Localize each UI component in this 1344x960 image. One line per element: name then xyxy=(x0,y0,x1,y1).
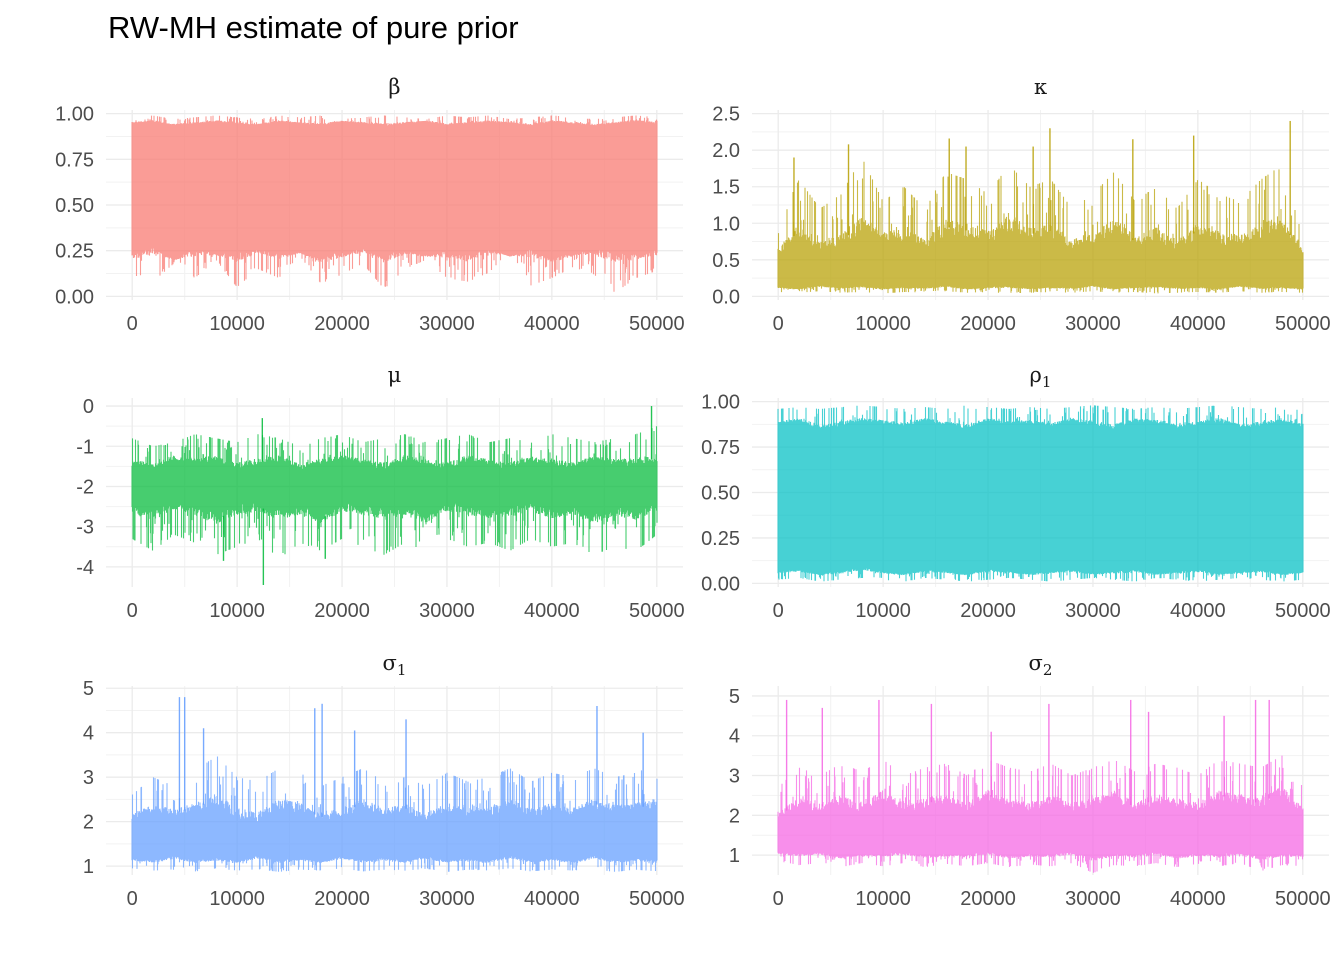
y-tick-label: -1 xyxy=(76,436,94,458)
x-tick-label: 0 xyxy=(773,888,784,910)
y-tick-label: 0.00 xyxy=(701,573,740,595)
x-tick-label: 50000 xyxy=(629,313,685,335)
x-tick-label: 40000 xyxy=(524,313,580,335)
x-tick-label: 20000 xyxy=(960,600,1016,622)
y-tick-label: 3 xyxy=(83,767,94,789)
y-tick-label: 0.50 xyxy=(55,195,94,217)
y-tick-label: 0.75 xyxy=(701,437,740,459)
y-tick-label: 1.0 xyxy=(712,213,740,235)
facet-strip-label: σ1 xyxy=(383,651,407,679)
x-tick-label: 20000 xyxy=(314,313,370,335)
facet-panel: κ 0 10000 20000 30000 40000 50000 0.0 0.5 1.0 1.5 2… xyxy=(712,75,1330,335)
y-tick-label: 2 xyxy=(729,805,740,827)
x-tick-label: 50000 xyxy=(1275,888,1331,910)
y-tick-label: 0.50 xyxy=(701,483,740,505)
y-tick-label: 0.00 xyxy=(55,286,94,308)
y-tick-label: -4 xyxy=(76,557,94,579)
facet-strip-label: μ xyxy=(388,363,402,387)
x-tick-label: 40000 xyxy=(1170,888,1226,910)
x-tick-label: 20000 xyxy=(314,600,370,622)
x-tick-label: 30000 xyxy=(1065,600,1121,622)
x-tick-label: 40000 xyxy=(524,600,580,622)
y-tick-label: 4 xyxy=(83,723,94,745)
x-tick-label: 30000 xyxy=(419,600,475,622)
x-tick-label: 40000 xyxy=(1170,313,1226,335)
x-tick-label: 20000 xyxy=(960,888,1016,910)
x-tick-label: 10000 xyxy=(855,888,911,910)
y-tick-label: 2.0 xyxy=(712,140,740,162)
x-tick-label: 0 xyxy=(773,600,784,622)
facet-panel: σ1 0 10000 20000 30000 40000 50000 1 2 3 4 5 xyxy=(83,651,685,910)
trace-line xyxy=(131,756,658,872)
plot-title: RW-MH estimate of pure prior xyxy=(108,10,519,45)
y-tick-label: 1 xyxy=(729,845,740,867)
facet-strip-label: κ xyxy=(1034,75,1047,99)
facet-strip-subscript: 1 xyxy=(1042,373,1052,391)
x-tick-label: 10000 xyxy=(209,313,265,335)
facet-panel: μ 0 10000 20000 30000 40000 50000 -4 -3 -2 -1 0 xyxy=(76,363,684,622)
x-tick-label: 30000 xyxy=(419,888,475,910)
x-tick-label: 0 xyxy=(127,600,138,622)
x-tick-label: 40000 xyxy=(1170,600,1226,622)
y-tick-label: 0.0 xyxy=(712,286,740,308)
facet-panel: σ2 0 10000 20000 30000 40000 50000 1 2 3 4 5 xyxy=(729,651,1331,910)
x-tick-label: 50000 xyxy=(1275,600,1331,622)
trace-line xyxy=(777,161,1304,294)
facet-panel: β 0 10000 20000 30000 40000 50000 0.00 0.25 0.50 0… xyxy=(55,75,685,335)
y-tick-label: 1.00 xyxy=(701,392,740,414)
y-tick-label: -3 xyxy=(76,517,94,539)
y-tick-label: 0.5 xyxy=(712,250,740,272)
x-tick-label: 40000 xyxy=(524,888,580,910)
x-tick-label: 0 xyxy=(127,313,138,335)
trace-line xyxy=(777,755,1304,873)
x-tick-label: 0 xyxy=(773,313,784,335)
x-tick-label: 10000 xyxy=(209,888,265,910)
y-tick-label: 1.00 xyxy=(55,104,94,126)
trace-line xyxy=(131,426,658,555)
y-tick-label: 1.5 xyxy=(712,177,740,199)
y-tick-label: 3 xyxy=(729,766,740,788)
x-tick-label: 30000 xyxy=(419,313,475,335)
x-tick-label: 10000 xyxy=(855,600,911,622)
x-tick-label: 10000 xyxy=(855,313,911,335)
y-tick-label: 0.25 xyxy=(701,528,740,550)
facet-strip-label: ρ1 xyxy=(1030,363,1052,391)
y-tick-label: -2 xyxy=(76,476,94,498)
x-tick-label: 50000 xyxy=(629,600,685,622)
x-tick-label: 50000 xyxy=(629,888,685,910)
trace-line xyxy=(777,405,1304,582)
facet-strip-subscript: 2 xyxy=(1043,661,1053,679)
trace-line xyxy=(131,115,658,292)
x-tick-label: 30000 xyxy=(1065,888,1121,910)
y-tick-label: 5 xyxy=(83,678,94,700)
y-tick-label: 0.75 xyxy=(55,149,94,171)
y-tick-label: 1 xyxy=(83,856,94,878)
facet-strip-label: β xyxy=(388,75,400,99)
x-tick-label: 50000 xyxy=(1275,313,1331,335)
x-tick-label: 10000 xyxy=(209,600,265,622)
y-tick-label: 2 xyxy=(83,812,94,834)
y-tick-label: 4 xyxy=(729,726,740,748)
x-tick-label: 0 xyxy=(127,888,138,910)
facet-panel: ρ1 0 10000 20000 30000 40000 50000 0.00 0.25 0.50… xyxy=(701,363,1331,622)
y-tick-label: 5 xyxy=(729,686,740,708)
x-tick-label: 20000 xyxy=(960,313,1016,335)
x-tick-label: 20000 xyxy=(314,888,370,910)
x-tick-label: 30000 xyxy=(1065,313,1121,335)
facet-strip-subscript: 1 xyxy=(397,661,407,679)
facet-strip-label: σ2 xyxy=(1029,651,1053,679)
y-tick-label: 0.25 xyxy=(55,241,94,263)
y-tick-label: 0 xyxy=(83,396,94,418)
y-tick-label: 2.5 xyxy=(712,104,740,126)
